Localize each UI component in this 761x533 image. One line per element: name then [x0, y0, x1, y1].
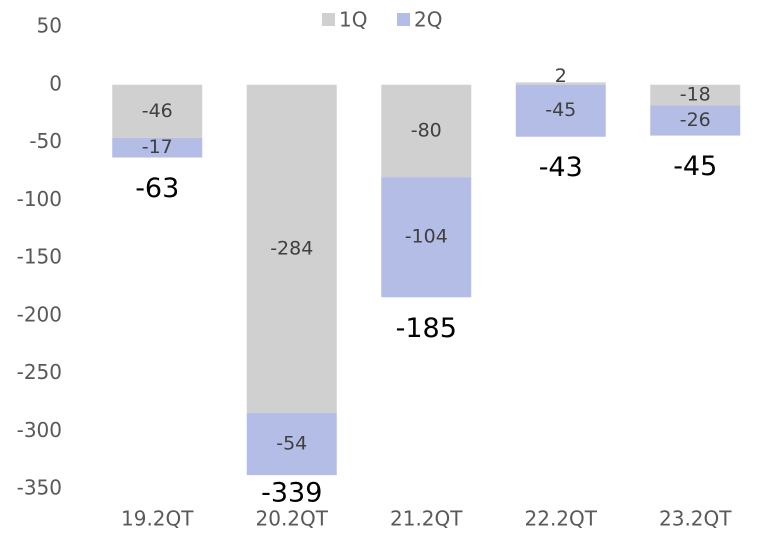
bar-segment: [515, 84, 606, 137]
total-label: -63: [135, 173, 179, 204]
bar-segment: [112, 137, 203, 158]
data-label: -17: [142, 136, 173, 158]
total-label: -185: [396, 313, 457, 344]
bar-segment: [650, 84, 741, 106]
total-label: -43: [539, 152, 583, 183]
y-tick-label: 0: [49, 71, 62, 95]
y-tick-label: -350: [17, 476, 62, 500]
bar-segment: [246, 84, 337, 413]
y-tick-label: 50: [37, 14, 62, 38]
data-label: -26: [680, 109, 711, 131]
y-tick-label: -100: [17, 187, 62, 211]
y-tick-label: -200: [17, 302, 62, 326]
data-label: -284: [270, 237, 313, 259]
bar-segment: [246, 412, 337, 476]
x-tick-label: 21.2QT: [390, 507, 463, 531]
data-label: -54: [276, 432, 307, 454]
total-label: -45: [673, 151, 717, 182]
y-tick-label: -150: [17, 245, 62, 269]
data-label: -46: [142, 100, 173, 122]
legend-swatch: [397, 13, 410, 26]
legend-swatch: [322, 13, 335, 26]
x-tick-label: 23.2QT: [659, 507, 732, 531]
bar-segment: [650, 105, 741, 136]
bar-segment: [112, 84, 203, 138]
y-tick-label: -50: [29, 129, 62, 153]
data-label: 2: [555, 65, 567, 87]
legend-label: 1Q: [339, 8, 367, 32]
x-tick-label: 22.2QT: [525, 507, 598, 531]
bar-segment: [381, 177, 472, 298]
bar-segment: [381, 84, 472, 178]
data-label: -80: [411, 119, 442, 141]
legend-label: 2Q: [414, 8, 442, 32]
y-tick-label: -250: [17, 360, 62, 384]
data-label: -18: [680, 84, 711, 106]
data-label: -104: [405, 226, 448, 248]
bar-segment: [515, 82, 606, 85]
x-tick-label: 19.2QT: [121, 507, 194, 531]
x-tick-label: 20.2QT: [256, 507, 329, 531]
data-label: -45: [545, 99, 576, 121]
y-tick-label: -300: [17, 418, 62, 442]
total-label: -339: [261, 478, 322, 509]
